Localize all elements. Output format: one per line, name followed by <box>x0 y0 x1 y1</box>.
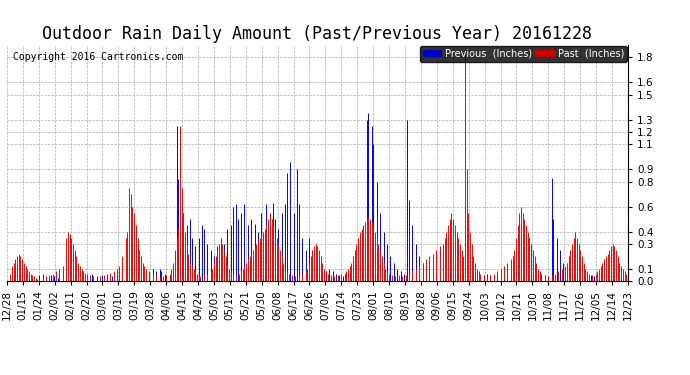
Legend: Previous  (Inches), Past  (Inches): Previous (Inches), Past (Inches) <box>420 46 627 62</box>
Title: Outdoor Rain Daily Amount (Past/Previous Year) 20161228: Outdoor Rain Daily Amount (Past/Previous… <box>42 26 593 44</box>
Text: Copyright 2016 Cartronics.com: Copyright 2016 Cartronics.com <box>13 52 184 62</box>
